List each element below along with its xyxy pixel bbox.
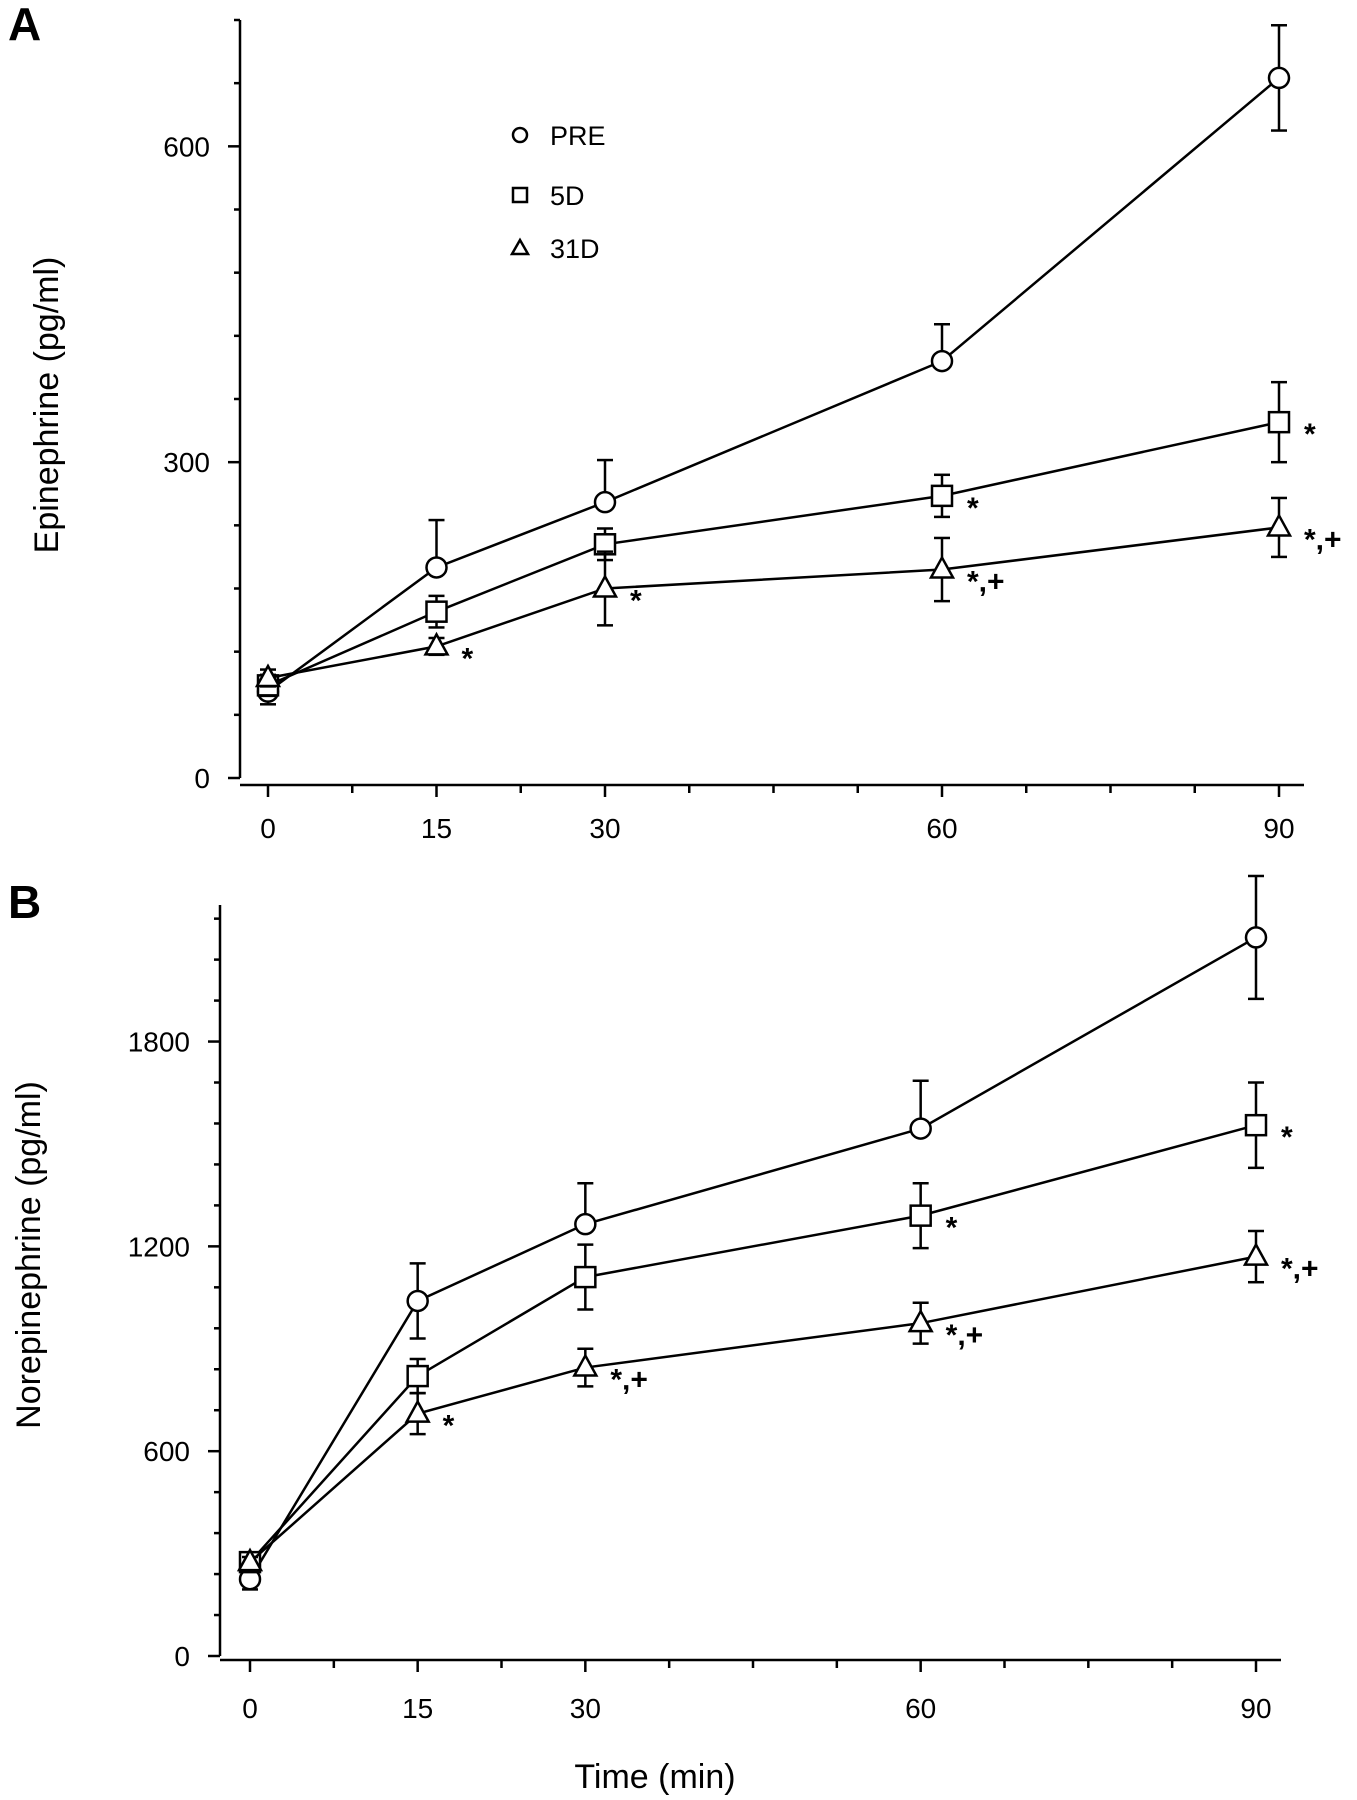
panel-b-series-31d-significance-label: * (443, 1410, 455, 1443)
panel-b-series-31d-point (907, 1308, 934, 1333)
panel-a-series-31d-point (1265, 512, 1293, 537)
panel-b-series-pre-line (248, 936, 1257, 1580)
panel-a-x-tick-label: 30 (589, 813, 620, 844)
panel-b-series-5d-point (406, 1364, 429, 1388)
panel-a-x-tick-label: 15 (421, 813, 452, 844)
panel-b-x-tick-label: 30 (570, 1693, 601, 1724)
panel-b-y-tick-label: 1800 (128, 1027, 190, 1058)
panel-b-x-tick-label: 15 (402, 1693, 433, 1724)
panel-a-series-31d-line (267, 526, 1280, 680)
panel-b-series-5d-point (1244, 1113, 1268, 1137)
panel-a-series-pre-point (930, 349, 954, 373)
panel-a-series-5d-significance-label: * (967, 492, 979, 525)
panel-a-series-5d-point (1267, 410, 1291, 434)
panel-b-x-axis-title: Time (min) (574, 1758, 735, 1796)
panel-a-y-tick-label: 600 (163, 131, 210, 162)
panel-a-series-31d-point (928, 554, 956, 579)
panel-a-series-31d-point (254, 663, 282, 688)
legend-5d-label: 5D (550, 181, 585, 211)
panel-b-y-tick-label: 600 (143, 1436, 190, 1467)
panel-a-series-5d-significance-label: * (1304, 418, 1316, 451)
panel-b-series-pre-point (1244, 926, 1268, 949)
panel-a-y-tick-label: 0 (194, 763, 210, 794)
panel-a-series-5d-point (930, 484, 954, 508)
panel-a-x-tick-label: 0 (260, 813, 276, 844)
panel-a-label: A (8, 0, 41, 50)
panel-b-series-31d-point (236, 1547, 264, 1572)
panel-a-x-tick-label: 90 (1263, 813, 1294, 844)
panel-b-series-5d-significance-label: * (946, 1212, 958, 1245)
panel-a-series-5d-point (425, 600, 448, 623)
panel-a-series-31d-point (423, 631, 450, 656)
panel-b-series-pre-point (574, 1212, 597, 1236)
panel-b-y-tick-label: 0 (174, 1641, 190, 1672)
panel-b-series-31d-point (572, 1352, 599, 1377)
legend-31d-label: 31D (550, 234, 600, 264)
panel-b-x-tick-label: 0 (242, 1693, 258, 1724)
panel-a-y-axis-title: Epinephrine (pg/ml) (28, 257, 66, 554)
panel-b-series-31d-point (404, 1399, 431, 1423)
panel-a-x-tick-label: 60 (926, 813, 957, 844)
legend-31d-marker (509, 237, 531, 256)
panel-b-series-pre-point (406, 1289, 429, 1313)
plot-area: 0 300 600 0 15 30 60 90 * * * * *,+ *,+ 0 600 1200 1800 0 1… (128, 18, 1342, 1724)
panel-b-y-tick-label: 1200 (128, 1231, 190, 1262)
panel-b-series-pre-point (909, 1117, 932, 1140)
panel-a-y-tick-label: 300 (163, 447, 210, 478)
panel-a-series-31d-significance-label: *,+ (1304, 523, 1342, 556)
panel-b-series-31d-significance-label: *,+ (1281, 1253, 1319, 1286)
panel-b-series-31d-significance-label: *,+ (610, 1364, 648, 1397)
panel-a-series-5d-line (267, 420, 1280, 687)
panel-b-y-axis-title: Norepinephrine (pg/ml) (10, 1081, 48, 1429)
panel-b-series-5d-significance-label: * (1281, 1121, 1293, 1154)
panel-a-series-31d-significance-label: * (462, 642, 474, 675)
legend-pre-label: PRE (550, 121, 606, 151)
legend-pre-marker (511, 126, 529, 144)
panel-b-series-5d-line (249, 1123, 1257, 1563)
panel-a-series-pre-point (593, 490, 617, 514)
panel-a-series-pre-line (267, 76, 1280, 693)
panel-b-series-5d-point (909, 1204, 932, 1227)
panel-a-series-31d-significance-label: *,+ (967, 566, 1005, 599)
panel-b-x-tick-label: 90 (1240, 1693, 1271, 1724)
legend: PRE 5D 31D (509, 121, 606, 264)
panel-a-series-31d-point (591, 573, 619, 598)
panel-b-label: B (8, 876, 41, 928)
panel-b-series-31d-significance-label: *,+ (946, 1319, 984, 1352)
panel-b-series-5d-point (574, 1265, 597, 1289)
panel-b-x-tick-label: 60 (905, 1693, 936, 1724)
panel-b-series-31d-point (1242, 1242, 1270, 1266)
panel-a-series-pre-point (425, 556, 448, 579)
panel-b-series-31d-line (249, 1255, 1257, 1564)
panel-a-series-31d-significance-label: * (630, 585, 642, 618)
panel-a-series-pre-point (1267, 66, 1291, 90)
legend-5d-marker (511, 186, 529, 204)
